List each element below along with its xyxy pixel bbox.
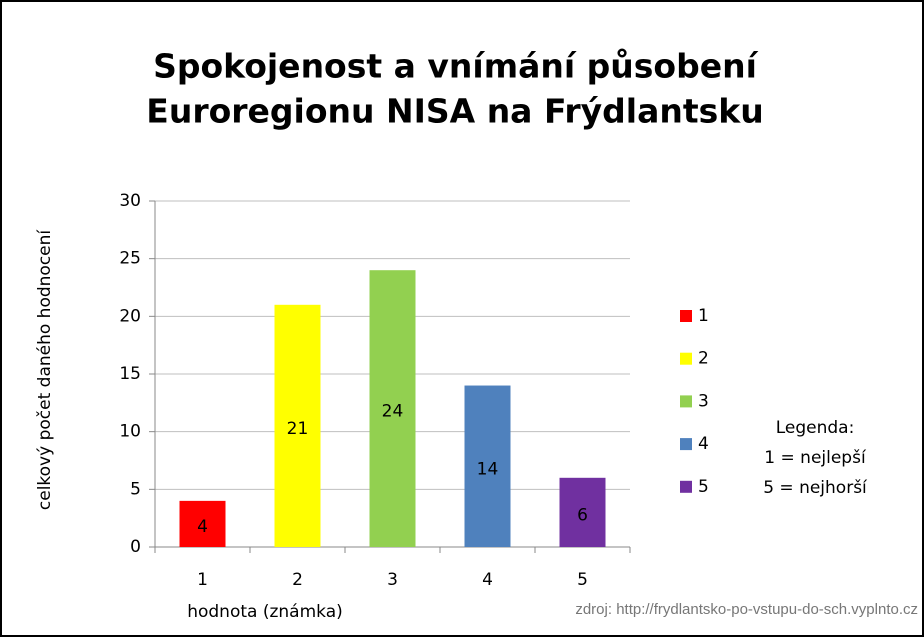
x-tick-label: 3 [387,570,398,590]
y-tick-label: 10 [119,422,141,442]
y-tick-label: 25 [119,249,141,269]
bar [559,477,606,547]
chart-title: Spokojenost a vnímání působení [153,47,759,86]
data-label: 6 [577,505,588,525]
legend-label: 2 [698,349,709,369]
x-axis-title: hodnota (známka) [187,602,343,622]
legend-note: 1 = nejlepší [764,448,867,468]
bar [274,304,321,547]
y-tick-label: 5 [130,479,141,499]
legend-note: 5 = nejhorší [763,478,868,498]
x-tick-label: 4 [482,570,493,590]
bar [369,270,416,547]
bar [464,385,511,547]
y-tick-label: 20 [119,306,141,326]
data-label: 24 [382,402,404,422]
bar [179,500,226,547]
y-tick-label: 15 [119,364,141,384]
legend-swatch [680,438,692,451]
data-label: 14 [477,459,499,479]
legend-swatch [680,310,692,322]
legend-label: 5 [698,477,709,497]
legend-swatch [680,352,692,365]
legend-note: Legenda: [776,418,855,438]
legend-label: 4 [698,434,709,454]
data-label: 4 [197,517,208,537]
y-tick-label: 0 [130,537,141,557]
x-tick-label: 5 [577,570,588,590]
y-axis-title: celkový počet daného hodnocení [35,229,55,511]
legend-swatch [680,395,692,408]
chart-title: Euroregionu NISA na Frýdlantsku [146,92,763,131]
data-label: 21 [287,419,309,439]
source: zdroj: http://frydlantsko-po-vstupu-do-s… [575,601,918,618]
legend-label: 1 [698,306,709,326]
y-tick-label: 30 [119,191,141,211]
x-tick-label: 1 [197,570,208,590]
legend-label: 3 [698,391,709,411]
legend-swatch [680,480,692,493]
x-tick-label: 2 [292,570,303,590]
